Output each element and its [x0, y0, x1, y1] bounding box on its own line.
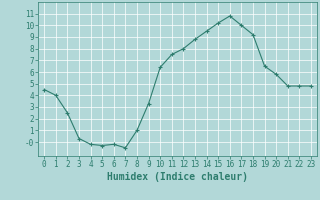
X-axis label: Humidex (Indice chaleur): Humidex (Indice chaleur) [107, 172, 248, 182]
